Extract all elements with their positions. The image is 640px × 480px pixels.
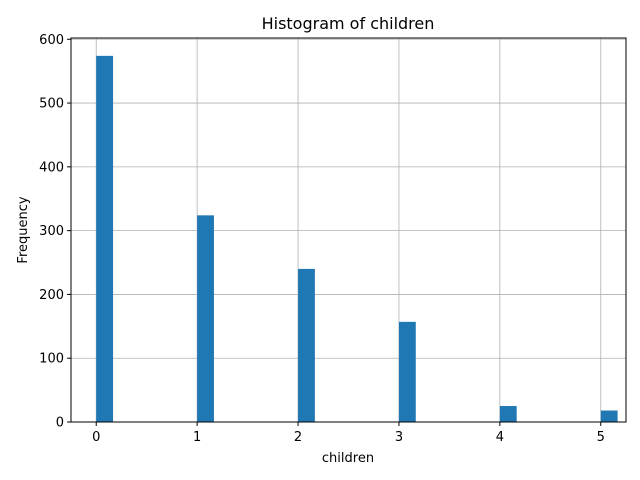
x-tick-label: 4 [496, 430, 504, 445]
y-tick-label: 100 [39, 352, 64, 367]
histogram-bar [398, 321, 416, 422]
histogram-bar [499, 406, 517, 422]
histogram-bar [197, 215, 214, 422]
x-tick-label: 2 [294, 430, 302, 445]
x-tick-label: 0 [92, 430, 100, 445]
x-tick-label: 3 [395, 430, 403, 445]
x-tick-label: 1 [193, 430, 201, 445]
y-axis-title: Frequency [16, 196, 31, 263]
y-tick-label: 200 [39, 288, 64, 303]
y-tick-label: 300 [39, 224, 64, 239]
bars [96, 55, 618, 422]
y-tick-label: 400 [39, 160, 64, 175]
y-tick-label: 0 [56, 416, 64, 431]
ticks: 0 1 2 3 4 5 0 100 200 300 400 500 600 [39, 33, 605, 445]
plot-frame [70, 37, 627, 423]
histogram-bar [298, 268, 315, 422]
x-axis-title: children [322, 451, 374, 466]
y-tick-label: 500 [39, 97, 64, 112]
histogram-bar [600, 410, 618, 422]
chart-title: Histogram of children [262, 14, 435, 33]
histogram-bar [96, 55, 114, 422]
x-tick-label: 5 [597, 430, 605, 445]
y-tick-label: 600 [39, 33, 64, 48]
